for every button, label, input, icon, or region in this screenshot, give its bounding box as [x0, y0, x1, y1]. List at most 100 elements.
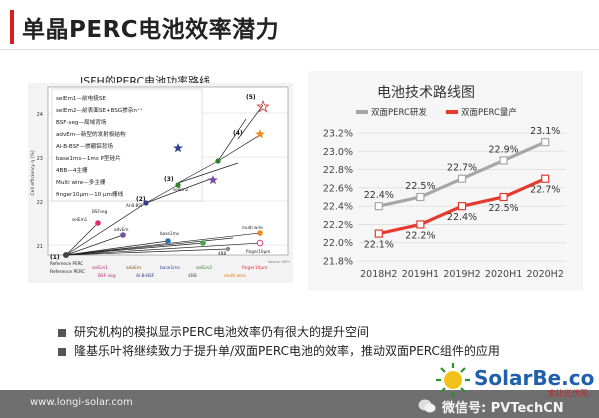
legend-item: 4BB—4主栅 [56, 166, 88, 174]
legend-item: selEm1—前电极SE [56, 94, 106, 102]
point-label: BSFseg [92, 209, 108, 214]
title-accent-bar [10, 10, 14, 44]
x-tick-label: 2019H1 [402, 269, 439, 280]
bullet-text: 隆基乐叶将继续致力于提升单/双面PERC电池的效率，推动双面PERC组件的应用 [74, 344, 500, 358]
arrow [65, 202, 147, 256]
data-point [499, 192, 508, 202]
x-label: selEm1 [92, 265, 108, 271]
y-tick-label: 21 [37, 244, 43, 250]
marker-finger10 [256, 239, 264, 247]
y-tick-label: 22.2% [323, 220, 353, 231]
source-note: Source: ISFH [268, 260, 290, 264]
chart-title: 电池技术路线图 [377, 85, 475, 101]
point-label: multi wire [242, 225, 263, 230]
brand-subtext: 索比光伏网 [548, 388, 588, 398]
marker-star [173, 143, 183, 153]
marker-star [255, 129, 265, 139]
legend-item: finger10μm—10 μm栅线 [56, 190, 124, 198]
arrow [65, 240, 169, 256]
data-point [457, 202, 467, 211]
data-label: 22.2% [405, 230, 435, 241]
y-tick-label: 23 [37, 156, 43, 162]
bullet-marker [58, 328, 66, 337]
point-label: selEm1 [72, 217, 88, 222]
data-point [541, 174, 550, 183]
wechat-id: 微信号: PVTechCN [442, 401, 564, 416]
x-label: multi wire [224, 273, 246, 279]
x-label: finger10μm [242, 265, 268, 271]
arrow [145, 177, 214, 204]
title-divider [0, 49, 599, 50]
point-label: base1ms [160, 231, 179, 236]
bullet-item: 研究机构的模拟显示PERC电池效率仍有很大的提升空间 [58, 323, 500, 342]
x-label: advEm [126, 265, 141, 271]
arrow [237, 104, 264, 140]
reference-point [63, 252, 69, 258]
y-axis-label: Cell efficiency η [%] [30, 150, 36, 195]
data-point [457, 174, 467, 183]
x-label: selEm2 [196, 265, 212, 271]
arrow [65, 232, 261, 256]
x-label: base1ms [160, 265, 181, 271]
y-tick-label: 23.0% [323, 147, 353, 158]
brand-text: SolarBe.com [474, 366, 596, 390]
x-tick-label: 2018H2 [360, 269, 397, 280]
marker-stage4 [215, 158, 221, 164]
wechat-watermark: 微信号: PVTechCN [418, 395, 594, 417]
stage-label: (2) [136, 196, 146, 203]
bullet-text: 研究机构的模拟显示PERC电池效率仍有很大的提升空间 [74, 325, 369, 339]
data-label: 22.7% [447, 163, 477, 174]
isfh-roadmap-figure: 24 23 22 21 Cell efficiency η [%] selEm1… [28, 83, 293, 283]
marker-advEm [120, 232, 126, 238]
arrow [65, 234, 124, 256]
marker-multiwire [257, 230, 263, 236]
point-label: Al-B-BSF [126, 203, 144, 208]
stage-label: (5) [246, 94, 256, 101]
marker-base1ms [165, 238, 171, 244]
point-label: Reference PERC [50, 261, 83, 266]
legend-box [51, 88, 203, 202]
stage-label: (3) [164, 176, 174, 183]
data-point [374, 229, 383, 238]
arrow [217, 118, 247, 162]
x-label: BSF-seg [98, 273, 116, 279]
legend-label: 双面PERC研发 [371, 107, 427, 118]
arrow [65, 222, 99, 256]
legend-item: BSF-seg—局域背场 [56, 118, 107, 126]
y-tick-label: 23.2% [323, 129, 353, 140]
bullet-list: 研究机构的模拟显示PERC电池效率仍有很大的提升空间 隆基乐叶将继续致力于提升单… [58, 323, 500, 361]
point-label: finger10μm [246, 249, 270, 254]
y-tick-label: 22.8% [323, 165, 353, 176]
arrow [145, 184, 179, 204]
point-label: advEm [114, 227, 128, 232]
y-tick-label: 24 [37, 112, 43, 118]
marker-selEm1 [95, 220, 101, 226]
bullet-item: 隆基乐叶将继续致力于提升单/双面PERC电池的效率，推动双面PERC组件的应用 [58, 342, 500, 361]
wechat-icon [418, 399, 436, 413]
y-tick-label: 22.6% [323, 183, 353, 194]
data-point [416, 192, 425, 202]
legend-item: base1ms—1ms P型硅片 [56, 154, 121, 162]
sun-icon [436, 363, 470, 397]
data-label: 22.1% [364, 240, 394, 251]
data-label: 22.9% [489, 144, 519, 155]
bullet-marker [58, 347, 66, 356]
slide-title: 单晶PERC电池效率潜力 [22, 17, 280, 43]
data-label: 22.4% [447, 212, 477, 223]
y-tick-label: 21.8% [323, 257, 353, 268]
data-label: 22.5% [489, 203, 519, 214]
x-label: Reference PERC [50, 269, 85, 275]
y-tick-label: 22 [37, 200, 43, 206]
point-label: selEm2 [173, 187, 189, 192]
marker-albbsf [143, 200, 149, 206]
legend: 双面PERC研发 双面PERC量产 [356, 107, 517, 118]
y-tick-label: 22.0% [323, 238, 353, 249]
marker-star [208, 175, 218, 185]
x-label: Al-B-BSF [136, 273, 155, 279]
chart-panel: 电池技术路线图 双面PERC研发 双面PERC量产 21.8% 22.0% 22.2… [308, 71, 583, 291]
legend-item: selEm2—前表面SE+BSG掺杂n⁺⁺ [56, 106, 143, 114]
marker-stage5-star [256, 99, 270, 113]
legend-item: Multi wire—多主栅 [56, 178, 106, 186]
roadmap-line-chart: 电池技术路线图 双面PERC研发 双面PERC量产 21.8% 22.0% 22.2… [323, 85, 566, 280]
data-label: 22.7% [530, 185, 560, 196]
